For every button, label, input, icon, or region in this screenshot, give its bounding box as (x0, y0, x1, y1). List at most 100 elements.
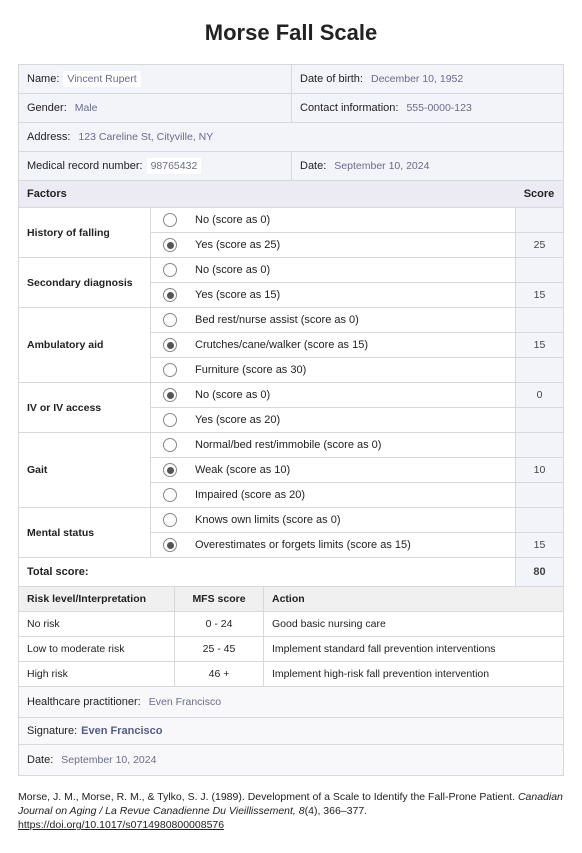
radio-button[interactable] (163, 513, 177, 527)
total-row: Total score: 80 (19, 558, 563, 587)
footdate-value[interactable]: September 10, 2024 (57, 752, 160, 768)
score-col-label: Score (515, 181, 563, 207)
contact-label: Contact information: (300, 102, 398, 114)
radio-wrap (151, 533, 189, 557)
interp-risk-h: Risk level/Interpretation (19, 587, 174, 611)
radio-button[interactable] (163, 463, 177, 477)
option-label: Yes (score as 20) (189, 408, 515, 432)
option-score: 0 (515, 383, 563, 407)
dob-cell: Date of birth: December 10, 1952 (291, 65, 563, 93)
option-score (515, 308, 563, 332)
address-label: Address: (27, 131, 70, 143)
radio-button[interactable] (163, 538, 177, 552)
radio-button[interactable] (163, 213, 177, 227)
gender-label: Gender: (27, 102, 67, 114)
gender-cell: Gender: Male (19, 94, 291, 122)
option-row: No (score as 0) (151, 208, 563, 233)
interp-action: Implement high-risk fall prevention inte… (264, 662, 563, 686)
radio-wrap (151, 383, 189, 407)
date-label: Date: (300, 160, 326, 172)
dob-label: Date of birth: (300, 73, 363, 85)
total-label: Total score: (19, 558, 515, 586)
option-score (515, 208, 563, 232)
option-score: 15 (515, 333, 563, 357)
factor-row: Mental statusKnows own limits (score as … (19, 508, 563, 558)
option-label: Knows own limits (score as 0) (189, 508, 515, 532)
option-row: Impaired (score as 20) (151, 483, 563, 507)
interp-mfs: 0 - 24 (174, 612, 264, 636)
factor-row: IV or IV accessNo (score as 0)0Yes (scor… (19, 383, 563, 433)
contact-cell: Contact information: 555-0000-123 (291, 94, 563, 122)
hp-label: Healthcare practitioner: (27, 696, 141, 708)
address-cell: Address: 123 Careline St, Cityville, NY (19, 123, 563, 151)
factor-options: No (score as 0)Yes (score as 15)15 (151, 258, 563, 307)
option-score (515, 508, 563, 532)
radio-button[interactable] (163, 338, 177, 352)
factor-row: History of fallingNo (score as 0)Yes (sc… (19, 208, 563, 258)
dob-value[interactable]: December 10, 1952 (367, 71, 467, 87)
option-row: Yes (score as 20) (151, 408, 563, 432)
sig-cell: Signature: Even Francisco (19, 718, 563, 745)
option-row: Overestimates or forgets limits (score a… (151, 533, 563, 557)
mrn-cell: Medical record number: 98765432 (19, 152, 291, 180)
option-score (515, 483, 563, 507)
page-title: Morse Fall Scale (18, 20, 564, 46)
option-row: Yes (score as 15)15 (151, 283, 563, 307)
radio-wrap (151, 433, 189, 457)
radio-button[interactable] (163, 363, 177, 377)
contact-value[interactable]: 555-0000-123 (402, 100, 475, 116)
date-value[interactable]: September 10, 2024 (330, 158, 433, 174)
factor-options: Knows own limits (score as 0)Overestimat… (151, 508, 563, 557)
factor-row: GaitNormal/bed rest/immobile (score as 0… (19, 433, 563, 508)
option-label: Yes (score as 15) (189, 283, 515, 307)
interp-mfs: 46 + (174, 662, 264, 686)
factor-options: Normal/bed rest/immobile (score as 0)Wea… (151, 433, 563, 507)
option-row: Yes (score as 25)25 (151, 233, 563, 257)
cite-doi[interactable]: https://doi.org/10.1017/s071498080000857… (18, 819, 224, 831)
sig-value[interactable]: Even Francisco (81, 725, 162, 737)
factor-options: Bed rest/nurse assist (score as 0)Crutch… (151, 308, 563, 382)
factor-options: No (score as 0)0Yes (score as 20) (151, 383, 563, 432)
address-value[interactable]: 123 Careline St, Cityville, NY (74, 129, 217, 145)
radio-wrap (151, 258, 189, 282)
option-row: Furniture (score as 30) (151, 358, 563, 382)
option-label: Furniture (score as 30) (189, 358, 515, 382)
name-cell: Name: Vincent Rupert (19, 65, 291, 93)
option-row: No (score as 0)0 (151, 383, 563, 408)
total-value: 80 (515, 558, 563, 586)
radio-wrap (151, 208, 189, 232)
footdate-cell: Date: September 10, 2024 (19, 745, 563, 775)
date-cell: Date: September 10, 2024 (291, 152, 563, 180)
option-label: Crutches/cane/walker (score as 15) (189, 333, 515, 357)
cite-pre: Morse, J. M., Morse, R. M., & Tylko, S. … (18, 791, 518, 803)
radio-wrap (151, 333, 189, 357)
option-row: Bed rest/nurse assist (score as 0) (151, 308, 563, 333)
option-label: No (score as 0) (189, 208, 515, 232)
mrn-value[interactable]: 98765432 (147, 158, 202, 174)
option-row: Weak (score as 10)10 (151, 458, 563, 483)
interp-mfs: 25 - 45 (174, 637, 264, 661)
form-container: Name: Vincent Rupert Date of birth: Dece… (18, 64, 564, 776)
factor-options: No (score as 0)Yes (score as 25)25 (151, 208, 563, 257)
gender-value[interactable]: Male (71, 100, 102, 116)
radio-button[interactable] (163, 488, 177, 502)
radio-button[interactable] (163, 313, 177, 327)
option-label: No (score as 0) (189, 383, 515, 407)
radio-button[interactable] (163, 288, 177, 302)
option-score (515, 433, 563, 457)
hp-value[interactable]: Even Francisco (145, 694, 225, 710)
option-row: Knows own limits (score as 0) (151, 508, 563, 533)
radio-button[interactable] (163, 238, 177, 252)
factor-name: Secondary diagnosis (19, 258, 151, 307)
radio-button[interactable] (163, 438, 177, 452)
factor-name: Gait (19, 433, 151, 507)
radio-button[interactable] (163, 388, 177, 402)
interp-risk: No risk (19, 612, 174, 636)
sig-label: Signature: (27, 725, 77, 737)
radio-wrap (151, 233, 189, 257)
mrn-label: Medical record number: (27, 160, 143, 172)
option-row: Normal/bed rest/immobile (score as 0) (151, 433, 563, 458)
name-value[interactable]: Vincent Rupert (63, 71, 140, 87)
radio-button[interactable] (163, 413, 177, 427)
radio-button[interactable] (163, 263, 177, 277)
